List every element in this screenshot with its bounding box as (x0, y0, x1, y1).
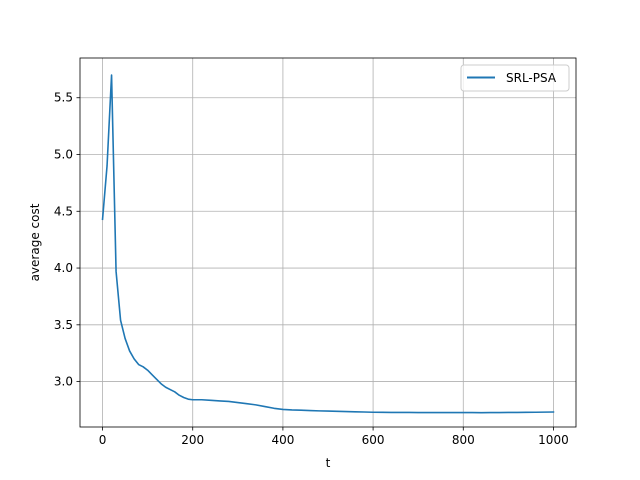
y-tick-label: 5.0 (54, 148, 73, 162)
y-axis: 3.0 3.5 4.0 4.5 5.0 5.5 (54, 91, 80, 389)
x-tick-label: 200 (181, 433, 204, 447)
series-layer (101, 74, 555, 414)
legend-label: SRL-PSA (506, 71, 557, 85)
y-tick-label: 3.5 (54, 318, 73, 332)
x-tick-label: 400 (271, 433, 294, 447)
x-tick-label: 800 (452, 433, 475, 447)
y-tick-label: 4.0 (54, 261, 73, 275)
x-tick-label: 1000 (538, 433, 569, 447)
plot-frame (79, 57, 577, 428)
y-tick-label: 5.5 (54, 91, 73, 105)
y-tick-label: 3.0 (54, 375, 73, 389)
x-tick-label: 0 (99, 433, 107, 447)
y-axis-label: average cost (28, 203, 42, 281)
x-tick-label: 600 (362, 433, 385, 447)
y-tick-label: 4.5 (54, 204, 73, 218)
series-line-srl-psa (101, 74, 555, 414)
x-axis-label: t (326, 456, 331, 470)
x-axis: 0 200 400 600 800 1000 (99, 427, 569, 447)
legend-box (460, 64, 570, 92)
grid (80, 58, 576, 427)
legend: SRL-PSA (460, 64, 570, 92)
